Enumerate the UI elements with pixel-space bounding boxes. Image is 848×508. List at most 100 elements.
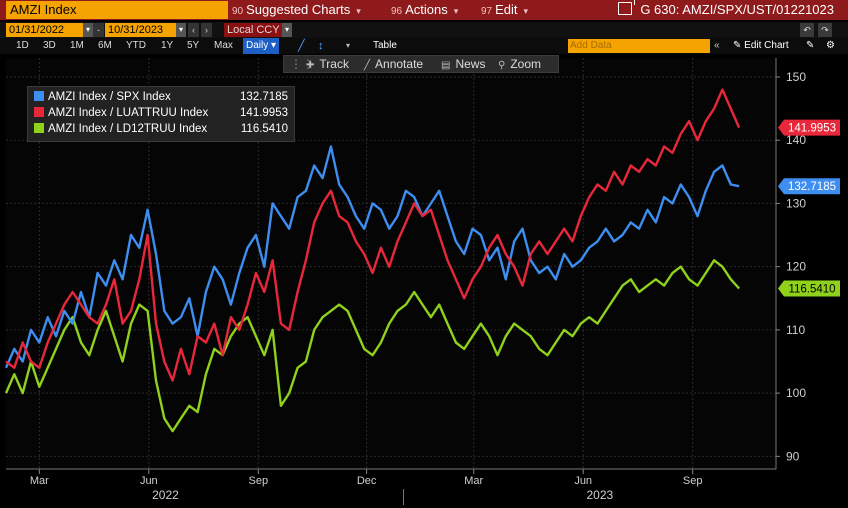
date-row: 01/31/2022 ▾ - 10/31/2023 ▾ ‹ › Local CC…	[0, 22, 848, 38]
menu-label: Suggested Charts	[246, 2, 351, 17]
legend-value: 132.7185	[240, 91, 288, 103]
legend-item-luattruu[interactable]: AMZI Index / LUATTRUU Index 141.9953	[34, 105, 288, 121]
bar-chart-icon[interactable]: ↕	[318, 40, 324, 52]
annotate-button[interactable]: ╱ Annotate	[364, 56, 423, 72]
legend-label: AMZI Index / LD12TRUU Index	[48, 123, 208, 135]
grip-icon: ⋮⋮	[290, 57, 314, 71]
collapse-icon[interactable]: «	[714, 40, 720, 51]
end-date-picker-icon[interactable]: ▾	[176, 23, 186, 37]
start-date-field[interactable]: 01/31/2022	[6, 23, 84, 37]
last-value-tag	[778, 119, 840, 136]
zoom-button[interactable]: ⚲ Zoom	[498, 56, 541, 72]
period-1m[interactable]: 1M	[70, 40, 84, 51]
edit-chart-button[interactable]: ✎ Edit Chart	[733, 38, 789, 54]
security-field[interactable]: AMZI Index	[6, 1, 228, 19]
legend-value: 141.9953	[240, 107, 288, 119]
annotate-label: Annotate	[375, 57, 424, 71]
news-label: News	[455, 57, 486, 71]
period-1d[interactable]: 1D	[16, 40, 29, 51]
add-data-input[interactable]: Add Data	[568, 39, 710, 53]
zoom-icon: ⚲	[498, 60, 506, 71]
gear-icon[interactable]: ⚙	[826, 40, 835, 51]
x-tick-label: Dec	[357, 475, 377, 487]
y-tick-label: 100	[786, 386, 806, 400]
news-button[interactable]: ▤ News	[441, 56, 485, 72]
chart-code-label: G 630: AMZI/SPX/UST/01221023	[640, 2, 834, 17]
currency-field[interactable]: Local CCY	[224, 23, 284, 37]
table-button[interactable]: Table	[373, 40, 397, 51]
chart-type-dropdown-icon[interactable]: ▾	[346, 41, 351, 50]
x-tick-label: Sep	[683, 475, 703, 487]
pencil-icon: ✎	[733, 40, 742, 51]
period-6m[interactable]: 6M	[98, 40, 112, 51]
undo-icon[interactable]: ↶	[800, 23, 814, 37]
prev-arrow-icon[interactable]: ‹	[188, 23, 199, 37]
command-bar: AMZI Index 90 Suggested Charts ▾ 96 Actions…	[0, 0, 848, 20]
chart-legend[interactable]: AMZI Index / SPX Index 132.7185 AMZI Ind…	[27, 86, 295, 142]
track-label: Track	[319, 57, 349, 71]
last-value-tag	[778, 178, 840, 195]
share-icon	[618, 0, 636, 15]
suggested-charts-menu[interactable]: 90 Suggested Charts ▾	[232, 0, 361, 20]
legend-item-ld12truu[interactable]: AMZI Index / LD12TRUU Index 116.5410	[34, 121, 288, 137]
actions-menu[interactable]: 96 Actions ▾	[391, 0, 458, 20]
annotate-icon: ╱	[364, 60, 371, 71]
legend-label: AMZI Index / SPX Index	[48, 91, 171, 103]
y-tick-label: 90	[786, 449, 800, 463]
currency-dropdown-icon[interactable]: ▾	[282, 23, 292, 37]
frequency-label: Daily	[246, 40, 269, 51]
line-chart-icon[interactable]: ╱	[298, 40, 305, 52]
menu-number: 96	[391, 6, 403, 17]
period-3d[interactable]: 3D	[43, 40, 56, 51]
period-max[interactable]: Max	[214, 40, 233, 51]
dash-separator: -	[93, 23, 104, 37]
caret-icon: ▾	[356, 6, 361, 16]
x-tick-label: Jun	[574, 475, 592, 487]
track-button[interactable]: ✚ Track	[306, 56, 349, 72]
period-5y[interactable]: 5Y	[187, 40, 200, 51]
series-line-2	[4, 259, 740, 433]
menu-label: Edit	[495, 2, 518, 17]
last-value-label: 132.7185	[788, 181, 836, 193]
last-value-label: 141.9953	[788, 123, 836, 135]
period-row: 1D 3D 1M 6M YTD 1Y 5Y Max Daily ▾ ╱ ↕ ▾ …	[0, 38, 848, 54]
legend-swatch	[34, 91, 44, 101]
redo-icon[interactable]: ↷	[818, 23, 832, 37]
menu-number: 90	[232, 6, 244, 17]
x-tick-label: Mar	[464, 475, 483, 487]
series-line-0	[4, 145, 740, 369]
menu-label: Actions	[405, 2, 448, 17]
menu-number: 97	[481, 6, 493, 17]
x-tick-label: Sep	[249, 475, 269, 487]
period-1y[interactable]: 1Y	[161, 40, 174, 51]
chart-toolbar: ⋮⋮ ✚ Track ╱ Annotate ▤ News ⚲ Zoom	[283, 55, 559, 73]
legend-swatch	[34, 123, 44, 133]
y-tick-label: 140	[786, 133, 806, 147]
y-tick-label: 130	[786, 196, 806, 210]
track-icon: ✚	[306, 60, 315, 71]
legend-swatch	[34, 107, 44, 117]
legend-item-spx[interactable]: AMZI Index / SPX Index 132.7185	[34, 89, 288, 105]
edit-icon[interactable]: ✎	[806, 40, 815, 51]
period-ytd[interactable]: YTD	[126, 40, 146, 51]
last-value-label: 116.5410	[788, 284, 835, 296]
edit-chart-label: Edit Chart	[744, 40, 789, 51]
y-tick-label: 120	[786, 260, 806, 274]
edit-menu[interactable]: 97 Edit ▾	[481, 0, 528, 20]
x-tick-label: Jun	[140, 475, 158, 487]
caret-icon: ▾	[523, 6, 529, 16]
year-label: 2022	[152, 488, 179, 502]
next-arrow-icon[interactable]: ›	[201, 23, 212, 37]
x-tick-label: Mar	[30, 475, 49, 487]
y-tick-label: 110	[786, 323, 805, 337]
caret-icon: ▾	[453, 6, 459, 16]
chart-code[interactable]: G 630: AMZI/SPX/UST/01221023	[618, 0, 834, 20]
year-label: 2023	[587, 488, 614, 502]
last-value-tag	[778, 280, 840, 297]
legend-value: 116.5410	[240, 123, 288, 135]
end-date-field[interactable]: 10/31/2023	[105, 23, 177, 37]
start-date-picker-icon[interactable]: ▾	[83, 23, 93, 37]
y-tick-label: 150	[786, 70, 806, 84]
frequency-dropdown[interactable]: Daily ▾	[243, 38, 280, 54]
legend-label: AMZI Index / LUATTRUU Index	[48, 107, 209, 119]
